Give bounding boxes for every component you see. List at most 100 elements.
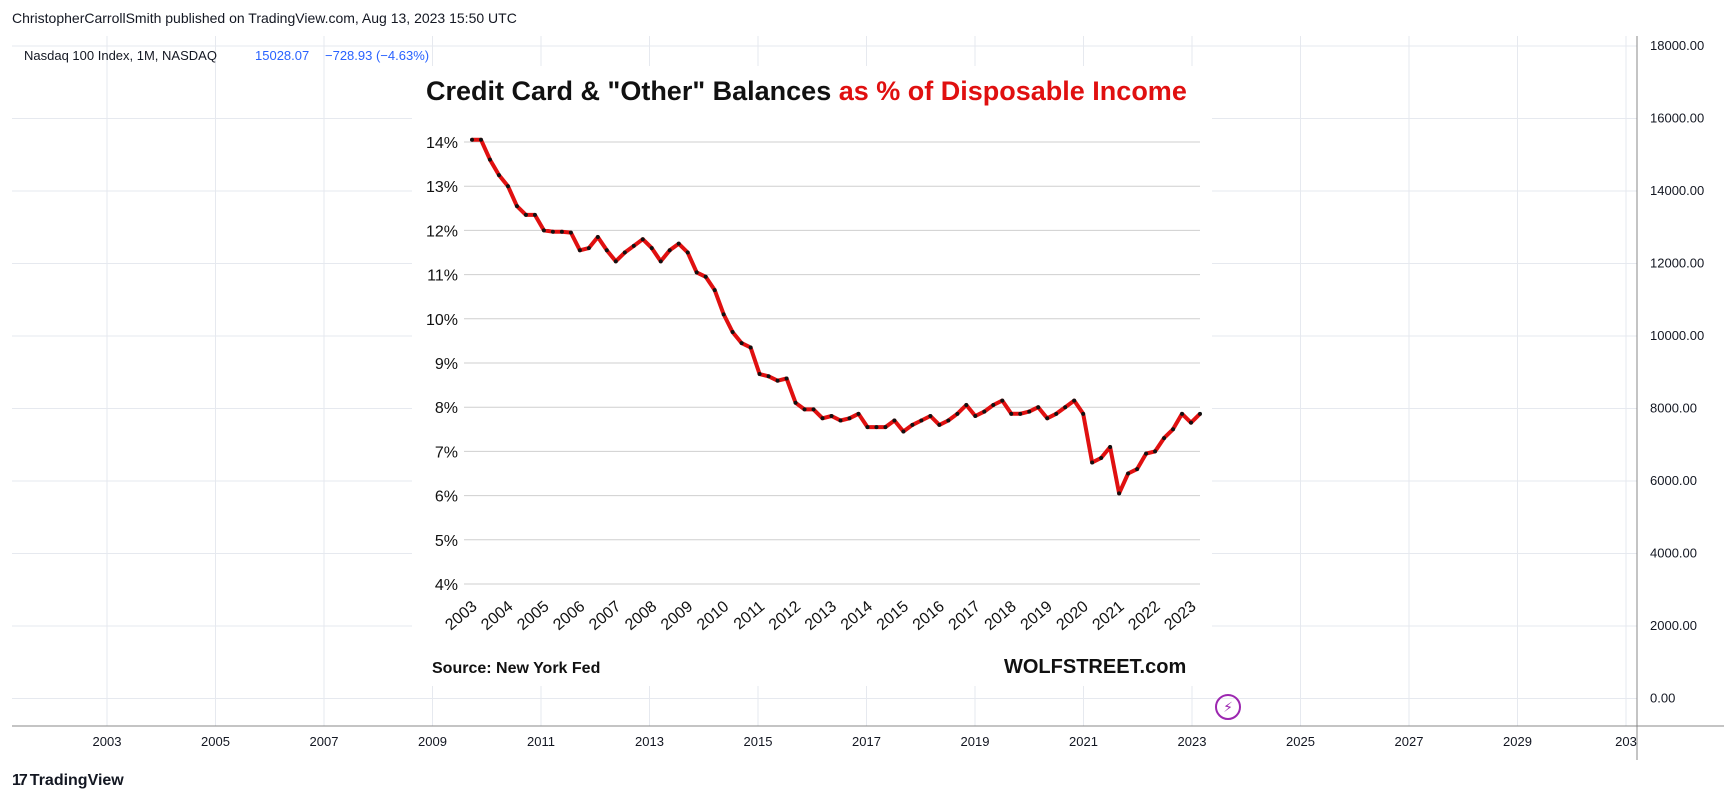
publisher-line: ChristopherCarrollSmith published on Tra… — [12, 10, 517, 26]
series-point — [1126, 471, 1131, 476]
series-point — [847, 416, 852, 421]
series-point — [883, 425, 888, 430]
inset-x-tick: 2011 — [731, 598, 768, 633]
inset-x-tick: 2018 — [982, 598, 1020, 634]
outer-time-tick: 2007 — [310, 734, 339, 749]
series-point — [775, 378, 780, 383]
series-point — [982, 409, 987, 414]
outer-price-tick: 2000.00 — [1650, 618, 1697, 633]
series-point — [487, 157, 492, 162]
outer-time-tick: 2013 — [635, 734, 664, 749]
outer-price-tick: 16000.00 — [1650, 111, 1704, 126]
series-point — [964, 402, 969, 407]
inset-x-tick: 2013 — [802, 598, 840, 634]
outer-price-tick: 8000.00 — [1650, 401, 1697, 416]
outer-price-tick: 14000.00 — [1650, 183, 1704, 198]
inset-y-tick: 5% — [435, 533, 458, 550]
outer-time-tick: 2009 — [418, 734, 447, 749]
series-point — [1144, 451, 1149, 456]
inset-x-tick: 2006 — [550, 598, 588, 634]
inset-x-tick: 2021 — [1089, 598, 1127, 634]
series-point — [595, 235, 600, 240]
series-point — [892, 418, 897, 423]
symbol-price: 15028.07 — [255, 48, 309, 63]
inset-y-tick: 13% — [426, 179, 458, 196]
inset-x-tick: 2016 — [910, 598, 948, 634]
series-point — [865, 425, 870, 430]
inset-x-tick: 2015 — [874, 598, 912, 634]
series-point — [613, 259, 618, 264]
series-line — [472, 137, 1202, 496]
outer-time-tick: 2029 — [1503, 734, 1532, 749]
inset-y-tick: 4% — [435, 577, 458, 594]
series-point — [470, 137, 474, 142]
inset-x-tick: 2014 — [838, 598, 876, 634]
symbol-change: −728.93 (−4.63%) — [325, 48, 429, 63]
series-point — [1018, 411, 1023, 416]
series-point — [559, 229, 564, 234]
series-point — [631, 243, 636, 248]
series-point — [1072, 398, 1077, 403]
series-point — [1162, 436, 1167, 441]
series-point — [1180, 411, 1185, 416]
series-point — [1135, 467, 1140, 472]
series-point — [937, 422, 942, 427]
inset-y-tick: 14% — [426, 135, 458, 152]
series-point — [523, 212, 528, 217]
inset-x-tick: 2019 — [1018, 598, 1056, 634]
series-point — [1090, 460, 1095, 465]
outer-time-tick: 2025 — [1286, 734, 1315, 749]
series-point — [730, 330, 735, 335]
series-point — [739, 341, 744, 346]
series-point — [919, 418, 924, 423]
series-point — [991, 402, 996, 407]
series-point — [1027, 409, 1032, 414]
tradingview-logo-icon: 17 — [12, 772, 28, 789]
series-point — [802, 407, 807, 412]
inset-x-tick: 2008 — [622, 598, 660, 634]
inset-title-black: Credit Card & "Other" Balances — [426, 76, 832, 106]
tradingview-logo[interactable]: 17 TradingView — [12, 772, 124, 790]
inset-chart-image: Credit Card & "Other" Balances as % of D… — [412, 66, 1212, 686]
series-point — [793, 400, 798, 405]
inset-x-tick: 2010 — [694, 598, 732, 634]
series-point — [1189, 420, 1194, 425]
outer-price-tick: 0.00 — [1650, 691, 1675, 706]
inset-plot: 4%5%6%7%8%9%10%11%12%13%14%2003200420052… — [426, 135, 1202, 634]
series-point — [568, 230, 573, 235]
series-point — [1045, 416, 1050, 421]
series-point — [784, 376, 789, 381]
series-point — [766, 374, 771, 379]
series-point — [955, 411, 960, 416]
series-point — [910, 422, 915, 427]
outer-time-tick: 2003 — [93, 734, 122, 749]
series-point — [577, 248, 582, 253]
series-point — [640, 237, 645, 242]
inset-x-tick: 2020 — [1054, 598, 1092, 634]
series-point — [901, 429, 906, 434]
series-point — [946, 418, 951, 423]
inset-y-tick: 10% — [426, 312, 458, 329]
tradingview-wordmark: TradingView — [29, 772, 124, 789]
outer-time-ticks: 2003 2005 2007 2009 2011 2013 2015 2017 2019 2021… — [93, 734, 1637, 749]
inset-x-tick: 2022 — [1125, 598, 1163, 634]
inset-title-red: as % of Disposable Income — [838, 76, 1187, 106]
symbol-name[interactable]: Nasdaq 100 Index, 1M, NASDAQ — [24, 48, 217, 63]
inset-x-tick: 2003 — [442, 598, 480, 634]
series-point — [712, 288, 717, 293]
outer-price-ticks: 18000.00 16000.00 14000.00 12000.00 10000.00… — [1650, 38, 1704, 706]
lightning-icon[interactable]: ⚡ — [1215, 694, 1241, 720]
series-point — [1009, 411, 1014, 416]
outer-time-tick: 2005 — [201, 734, 230, 749]
series-point — [1054, 411, 1059, 416]
inset-y-tick: 8% — [435, 400, 458, 417]
series-point — [757, 372, 762, 377]
inset-y-tick: 11% — [427, 268, 458, 285]
series-point — [748, 345, 753, 350]
inset-y-tick: 7% — [435, 444, 458, 461]
series-point — [514, 204, 519, 209]
inset-y-tick: 12% — [426, 223, 458, 240]
series-point — [1063, 405, 1068, 410]
series-point — [1000, 398, 1005, 403]
outer-time-tick: 2021 — [1069, 734, 1098, 749]
